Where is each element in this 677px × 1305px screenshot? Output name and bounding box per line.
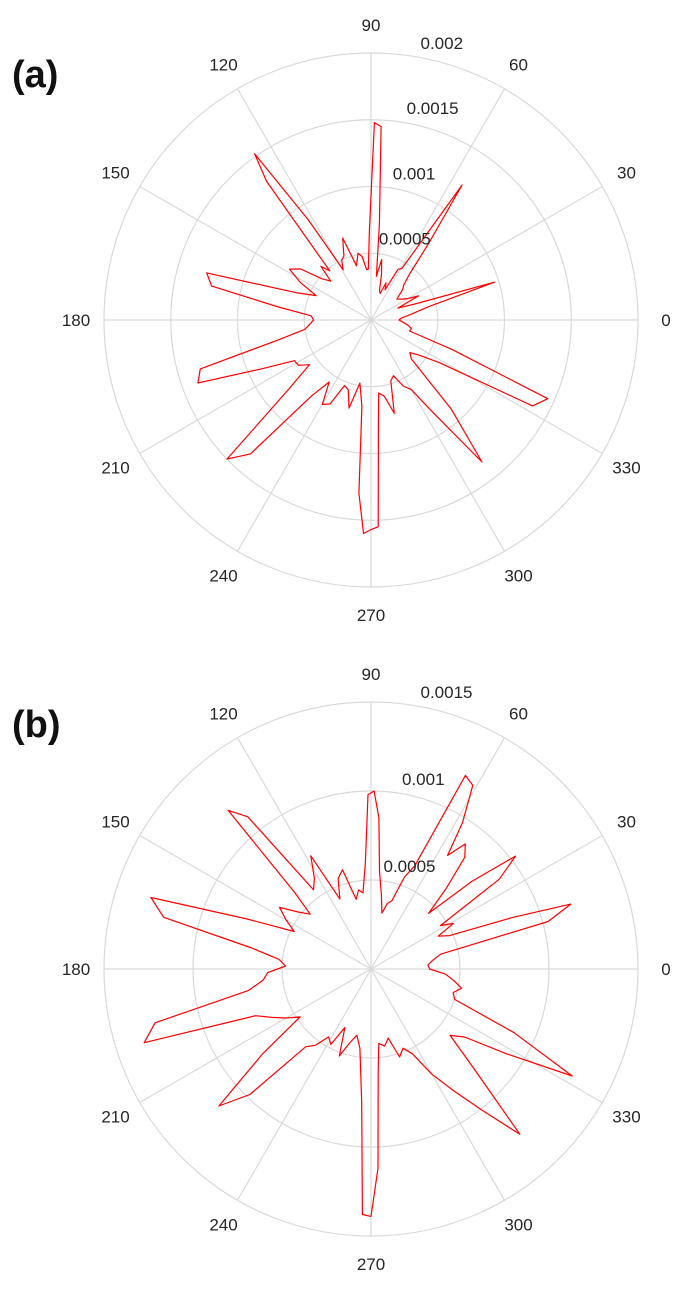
- theta-tick-label-150: 150: [101, 164, 129, 183]
- theta-tick-label-210: 210: [101, 459, 129, 478]
- theta-tick-labels-a: 0 30 60 90 120 150 180 210 240 270 300 330: [62, 16, 671, 625]
- theta-spoke-60: [370, 737, 506, 970]
- theta-tick-label-270: 270: [357, 606, 385, 625]
- theta-tick-label-90: 90: [362, 16, 381, 35]
- theta-spoke-30: [370, 834, 603, 970]
- series-line: [197, 121, 549, 535]
- theta-spoke-300: [370, 319, 506, 552]
- theta-spoke-120: [236, 88, 372, 321]
- theta-tick-label-0: 0: [661, 311, 670, 330]
- theta-tick-label-330: 330: [612, 459, 640, 478]
- theta-tick-label-180: 180: [62, 311, 90, 330]
- panel-label-a: (a): [12, 54, 59, 96]
- r-tick-label-0: 0.0005: [384, 857, 436, 876]
- theta-spoke-240: [236, 968, 372, 1201]
- theta-spoke-240: [236, 319, 372, 552]
- r-tick-label-2: 0.0015: [421, 683, 473, 702]
- theta-spoke-330: [370, 968, 603, 1104]
- theta-tick-label-300: 300: [504, 566, 532, 585]
- theta-tick-label-330: 330: [612, 1108, 640, 1127]
- theta-tick-labels-b: 0 30 60 90 120 150 180 210 240 270 300 330: [62, 665, 671, 1274]
- r-tick-label-0: 0.0005: [379, 230, 431, 249]
- theta-tick-label-30: 30: [617, 813, 636, 832]
- theta-spoke-60: [370, 88, 506, 321]
- r-tick-label-1: 0.001: [402, 770, 445, 789]
- r-tick-labels-a: 0.0005 0.001 0.0015 0.002: [379, 34, 463, 249]
- theta-tick-label-90: 90: [362, 665, 381, 684]
- theta-tick-label-210: 210: [101, 1108, 129, 1127]
- theta-spoke-330: [370, 319, 603, 455]
- r-tick-label-3: 0.002: [421, 34, 464, 53]
- polar-chart-b: (b) 0 30 60 90 120 150 180 210 240 270 300 330 0.00…: [0, 652, 677, 1304]
- theta-spoke-150: [139, 834, 372, 970]
- polar-grid-a: [103, 52, 639, 588]
- theta-tick-label-300: 300: [504, 1215, 532, 1234]
- theta-spoke-210: [139, 319, 372, 455]
- r-tick-labels-b: 0.0005 0.001 0.0015: [384, 683, 473, 876]
- theta-tick-label-60: 60: [509, 56, 528, 75]
- theta-spoke-150: [139, 185, 372, 321]
- theta-tick-label-270: 270: [357, 1255, 385, 1274]
- theta-tick-label-240: 240: [209, 1215, 237, 1234]
- series-line: [143, 774, 573, 1217]
- theta-spoke-120: [236, 737, 372, 970]
- theta-tick-label-150: 150: [101, 813, 129, 832]
- theta-tick-label-30: 30: [617, 164, 636, 183]
- series-group-b: [143, 774, 573, 1217]
- theta-spoke-210: [139, 968, 372, 1104]
- theta-tick-label-180: 180: [62, 960, 90, 979]
- r-tick-label-2: 0.0015: [407, 99, 459, 118]
- theta-tick-label-60: 60: [509, 705, 528, 724]
- theta-spoke-300: [370, 968, 506, 1201]
- polar-chart-a: (a) 0 30 60 90 120 150 180 210 240 270 300 330 0.00…: [0, 0, 677, 652]
- theta-tick-label-240: 240: [209, 566, 237, 585]
- series-group-a: [197, 121, 549, 535]
- polar-grid-b: [103, 701, 639, 1237]
- theta-tick-label-0: 0: [661, 960, 670, 979]
- r-tick-label-1: 0.001: [393, 164, 436, 183]
- panel-label-b: (b): [12, 704, 61, 746]
- theta-tick-label-120: 120: [209, 56, 237, 75]
- theta-tick-label-120: 120: [209, 705, 237, 724]
- theta-spoke-30: [370, 185, 603, 321]
